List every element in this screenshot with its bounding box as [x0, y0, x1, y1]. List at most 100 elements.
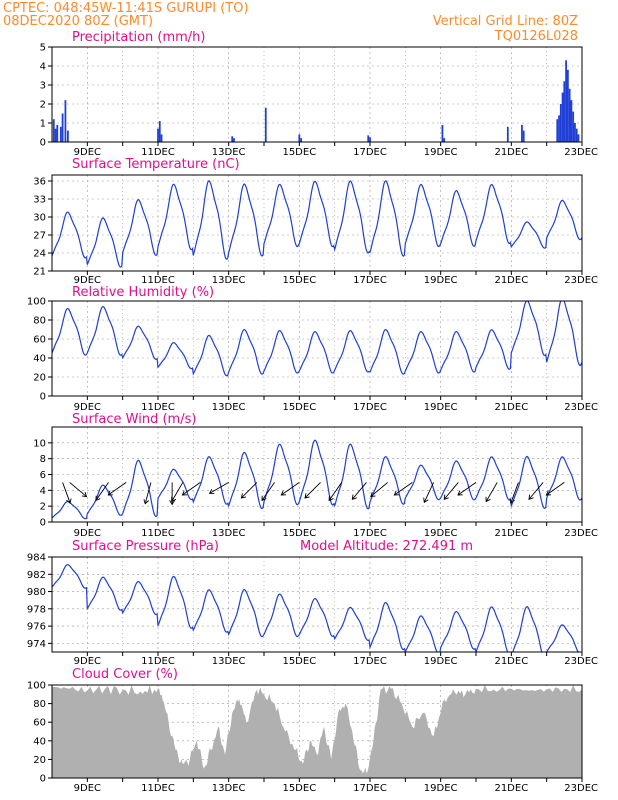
x-tick-label: 23DEC	[564, 147, 598, 158]
wind-arrowhead	[169, 500, 175, 506]
wind-arrowhead	[143, 499, 150, 505]
wind-vector	[485, 482, 498, 502]
precip-bar	[558, 115, 560, 142]
panel-frame	[51, 556, 583, 653]
precip-bar	[577, 134, 580, 142]
precip-bar	[300, 138, 302, 142]
wind-arrowhead	[95, 495, 101, 502]
precip-bar	[61, 113, 64, 142]
temperature-panel: Surface Temperature (nC) 21 24 27 30 33 36 9DEC…	[33, 157, 598, 286]
y-tick-label: 984	[27, 553, 46, 564]
x-tick-label: 19DEC	[424, 656, 458, 667]
y-tick-label: 100	[27, 297, 46, 308]
panel-title: Surface Pressure (hPa)	[72, 539, 219, 554]
x-tick-label: 17DEC	[353, 656, 387, 667]
panel-frame	[51, 684, 583, 779]
y-tick-label: 27	[33, 231, 46, 242]
precip-bar	[572, 111, 575, 142]
wind-arrowhead	[423, 497, 429, 504]
precip-bar	[506, 126, 509, 142]
wind-arrowhead	[107, 490, 113, 496]
x-tick-label: 9DEC	[74, 528, 101, 539]
x-tick-label: 17DEC	[353, 783, 387, 794]
series-line	[52, 439, 582, 520]
y-tick-label: 8	[40, 454, 46, 465]
precip-bar	[158, 121, 161, 142]
x-tick-label: 11DEC	[141, 402, 175, 413]
wind-arrowhead	[485, 496, 491, 503]
x-tick-label: 9DEC	[74, 656, 101, 667]
wind-arrowhead	[240, 493, 247, 499]
precip-bar	[59, 126, 62, 142]
x-tick-label: 23DEC	[564, 528, 598, 539]
wind-arrowhead	[545, 490, 552, 496]
x-tick-label: 15DEC	[282, 402, 316, 413]
precip-bar	[565, 60, 567, 142]
precip-bar	[56, 124, 59, 142]
x-tick-label: 11DEC	[141, 147, 175, 158]
y-tick-label: 10	[33, 438, 46, 449]
wind-vector	[69, 482, 87, 497]
wind-vector	[304, 482, 321, 499]
y-tick-label: 5	[40, 43, 46, 54]
wind-arrowhead	[280, 490, 287, 496]
panel-title: Relative Humidity (%)	[72, 285, 214, 300]
wind-arrowhead	[351, 494, 357, 500]
wind-arrowhead	[509, 498, 515, 504]
x-tick-label: 15DEC	[282, 656, 316, 667]
x-tick-label: 19DEC	[424, 275, 458, 286]
wind-vector	[241, 482, 258, 499]
precip-bar	[52, 119, 55, 142]
x-tick-label: 19DEC	[424, 402, 458, 413]
y-tick-label: 30	[33, 213, 46, 224]
y-tick-label: 0	[40, 392, 46, 403]
wind-vector	[443, 482, 459, 500]
y-tick-label: 2	[40, 502, 46, 513]
cloud-cover-panel: Cloud Cover (%) 0 20 40 60 80 100 9DEC 11DEC 13DE…	[27, 667, 598, 794]
panel-frame	[51, 174, 583, 272]
wind-vector	[423, 482, 435, 503]
wind-arrowhead	[528, 494, 534, 500]
wind-arrowhead	[81, 491, 88, 498]
x-tick-label: 9DEC	[74, 783, 101, 794]
x-tick-label: 11DEC	[141, 275, 175, 286]
x-tick-label: 23DEC	[564, 402, 598, 413]
wind-vector	[328, 482, 343, 501]
header-grid-line: Vertical Grid Line: 80Z	[433, 14, 578, 29]
y-tick-label: 0	[40, 518, 46, 529]
x-tick-label: 15DEC	[282, 783, 316, 794]
y-tick-label: 20	[33, 755, 46, 766]
wind-arrowhead	[328, 495, 334, 502]
wind-vector	[144, 482, 152, 504]
y-tick-label: 33	[33, 195, 46, 206]
x-tick-label: 11DEC	[141, 528, 175, 539]
wind-arrowhead	[181, 490, 188, 496]
wind-vector	[261, 482, 275, 501]
wind-vector	[171, 482, 184, 502]
precip-bar	[157, 128, 159, 142]
x-tick-label: 21DEC	[494, 656, 528, 667]
y-tick-label: 80	[33, 316, 46, 327]
y-tick-label: 6	[40, 470, 46, 481]
x-tick-label: 23DEC	[564, 783, 598, 794]
precip-bar	[563, 81, 566, 142]
y-tick-label: 1	[40, 119, 46, 130]
wind-arrowhead	[393, 490, 400, 496]
x-tick-label: 19DEC	[424, 783, 458, 794]
y-tick-label: 40	[33, 354, 46, 365]
precip-bar	[556, 119, 559, 142]
panel-frame	[51, 426, 583, 523]
y-tick-label: 40	[33, 736, 46, 747]
x-tick-label: 21DEC	[494, 147, 528, 158]
precip-bar	[160, 134, 163, 142]
header-model: TQ0126L028	[494, 29, 578, 44]
x-tick-label: 9DEC	[74, 275, 101, 286]
precip-bar	[443, 138, 446, 142]
y-tick-label: 980	[27, 587, 46, 598]
wind-vector	[107, 482, 127, 496]
y-tick-label: 2	[40, 100, 46, 111]
y-tick-label: 982	[27, 570, 46, 581]
precip-bar	[54, 128, 57, 142]
wind-arrowhead	[261, 495, 267, 502]
